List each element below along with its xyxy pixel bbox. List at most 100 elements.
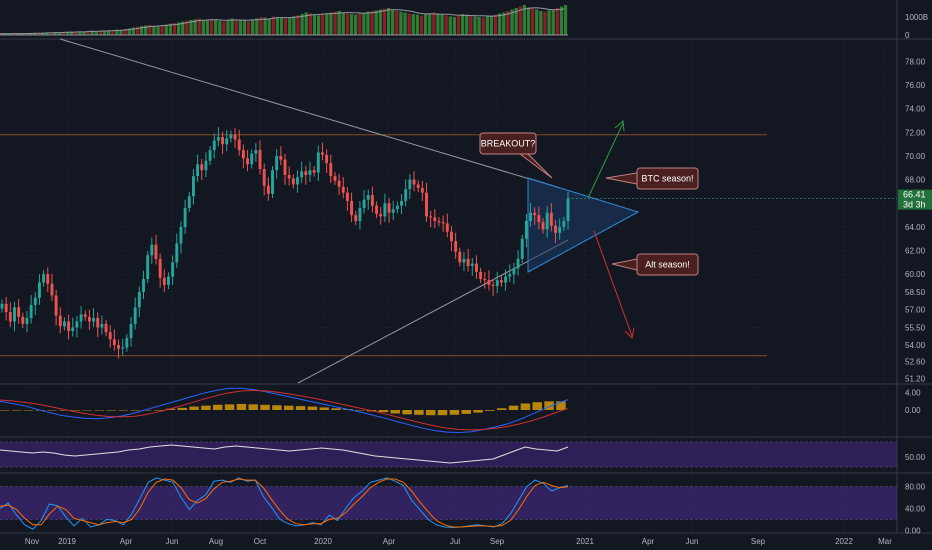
candle-body — [200, 164, 204, 171]
macd-hist-bar — [284, 405, 294, 410]
volume-bar — [160, 25, 164, 35]
volume-bar — [45, 32, 49, 35]
volume-bar — [358, 13, 362, 35]
macd-hist-bar — [177, 407, 187, 410]
candle-body — [137, 291, 141, 308]
volume-bar — [251, 20, 255, 35]
candle-body — [216, 137, 220, 141]
candle-body — [162, 277, 166, 285]
candle-body — [112, 339, 116, 346]
candle-body — [196, 164, 200, 177]
bearish-arrow-line — [593, 230, 633, 337]
price-tick-label: 74.00 — [905, 105, 926, 114]
candle-body — [266, 185, 270, 194]
time-tick-label: Apr — [120, 537, 133, 546]
candle-body — [291, 178, 295, 185]
volume-bar — [32, 32, 37, 35]
macd-hist-bar — [426, 410, 436, 416]
candle-body — [487, 280, 491, 285]
volume-bar — [448, 16, 452, 35]
macd-hist-bar — [23, 410, 34, 411]
candle-body — [237, 139, 241, 151]
macd-hist-bar — [508, 405, 519, 410]
macd-hist-bar — [118, 410, 128, 411]
volume-bar — [308, 13, 312, 35]
annotation-btc-season-text: BTC season! — [641, 174, 693, 184]
candle-body — [75, 321, 79, 328]
ascending-trendline — [297, 239, 569, 384]
candle-body — [296, 177, 299, 185]
macd-hist-bar — [378, 410, 389, 413]
volume-bar — [139, 26, 144, 35]
candle-body — [29, 304, 33, 318]
candle-body — [229, 134, 233, 139]
candle-body — [504, 276, 508, 283]
candle-body — [383, 203, 387, 217]
candles-group — [0, 127, 570, 359]
candle-body — [358, 208, 362, 222]
annotation-breakout-text: BREAKOUT? — [481, 139, 536, 149]
volume-bar — [366, 11, 370, 36]
volume-bar — [382, 8, 387, 35]
candle-body — [479, 271, 483, 279]
volume-bar — [222, 21, 226, 35]
macd-hist-bar — [59, 410, 69, 411]
annotation-btc-season-box — [636, 167, 699, 190]
volume-bar — [189, 20, 193, 35]
candle-body — [329, 163, 333, 177]
volume-bar — [415, 14, 420, 36]
volume-bar — [41, 32, 45, 35]
macd-tick-label: 4.00 — [905, 389, 921, 398]
volume-bar — [209, 19, 214, 35]
descending-trendline — [59, 38, 561, 189]
volume-bar — [275, 17, 280, 35]
macd-hist-bar — [544, 401, 554, 410]
price-tick-label: 64.00 — [905, 223, 926, 232]
volume-bar — [246, 21, 251, 35]
macd-hist-bar — [248, 404, 258, 410]
volume-bar — [230, 18, 234, 35]
candle-body — [458, 251, 462, 263]
stoch-tick-label: 0.00 — [905, 526, 921, 535]
volume-bar — [493, 14, 498, 36]
volume-bar — [267, 18, 271, 35]
volume-bar — [321, 14, 325, 35]
candle-body — [345, 192, 349, 201]
time-tick-label: Jun — [686, 537, 699, 546]
volume-bars — [0, 5, 568, 36]
volume-bar — [123, 29, 127, 35]
candle-body — [154, 244, 158, 259]
candle-body — [524, 221, 528, 239]
macd-hist-bar — [189, 406, 199, 410]
candle-body — [46, 274, 50, 284]
volume-bar — [197, 18, 201, 35]
volume-bar — [292, 16, 296, 35]
candle-body — [287, 174, 291, 179]
price-tick-label: 52.60 — [905, 358, 926, 367]
stoch-band — [0, 486, 897, 520]
volume-bar — [514, 8, 518, 35]
candle-body — [33, 297, 37, 305]
candle-body — [171, 262, 175, 277]
volume-bar — [563, 5, 568, 35]
candle-body — [387, 203, 391, 213]
stoch-tick-label: 40.00 — [905, 504, 926, 513]
candle-body — [379, 213, 383, 217]
candle-body — [13, 307, 16, 322]
price-tick-label: 57.00 — [905, 306, 926, 315]
candle-body — [454, 241, 458, 252]
candle-body — [333, 176, 337, 181]
volume-tick-label: 1000B — [905, 13, 928, 22]
price-badge — [898, 189, 932, 210]
candle-body — [212, 140, 216, 151]
volume-bar — [312, 14, 317, 36]
volume-bar — [119, 29, 123, 35]
volume-bar — [465, 14, 469, 36]
volume-tick-label: 0 — [905, 31, 910, 40]
volume-bar — [300, 14, 304, 35]
volume-bar — [181, 21, 185, 35]
volume-bar — [337, 11, 341, 35]
volume-bar — [407, 13, 411, 35]
